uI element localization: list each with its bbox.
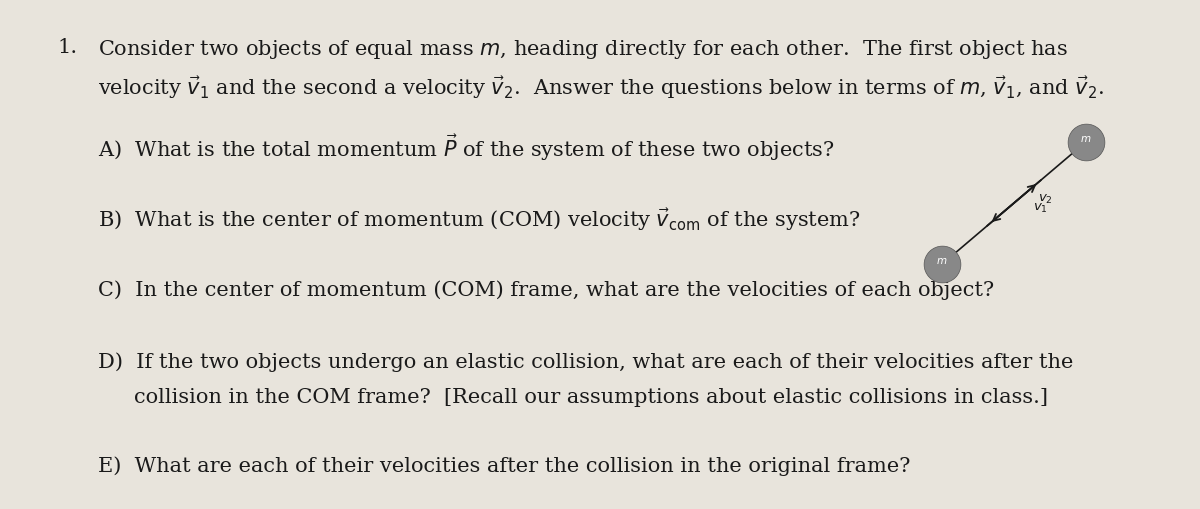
Text: Consider two objects of equal mass $m$, heading directly for each other.  The fi: Consider two objects of equal mass $m$, …	[98, 38, 1068, 61]
Text: D)  If the two objects undergo an elastic collision, what are each of their velo: D) If the two objects undergo an elastic…	[98, 351, 1074, 371]
Text: E)  What are each of their velocities after the collision in the original frame?: E) What are each of their velocities aft…	[98, 456, 911, 475]
Text: $m$: $m$	[936, 256, 948, 266]
Text: C)  In the center of momentum (COM) frame, what are the velocities of each objec: C) In the center of momentum (COM) frame…	[98, 280, 995, 300]
Text: $v_2$: $v_2$	[1038, 192, 1052, 206]
Point	[932, 261, 952, 269]
Point	[1076, 138, 1096, 147]
Text: velocity $\vec{v}_1$ and the second a velocity $\vec{v}_2$.  Answer the question: velocity $\vec{v}_1$ and the second a ve…	[98, 74, 1104, 101]
Text: collision in the COM frame?  [Recall our assumptions about elastic collisions in: collision in the COM frame? [Recall our …	[134, 387, 1049, 406]
Text: B)  What is the center of momentum (COM) velocity $\vec{v}_\mathrm{com}$ of the : B) What is the center of momentum (COM) …	[98, 206, 860, 233]
Text: A)  What is the total momentum $\vec{P}$ of the system of these two objects?: A) What is the total momentum $\vec{P}$ …	[98, 132, 835, 163]
Text: $m$: $m$	[1080, 133, 1092, 144]
Text: $v_1$: $v_1$	[1033, 202, 1049, 215]
Text: 1.: 1.	[58, 38, 78, 57]
